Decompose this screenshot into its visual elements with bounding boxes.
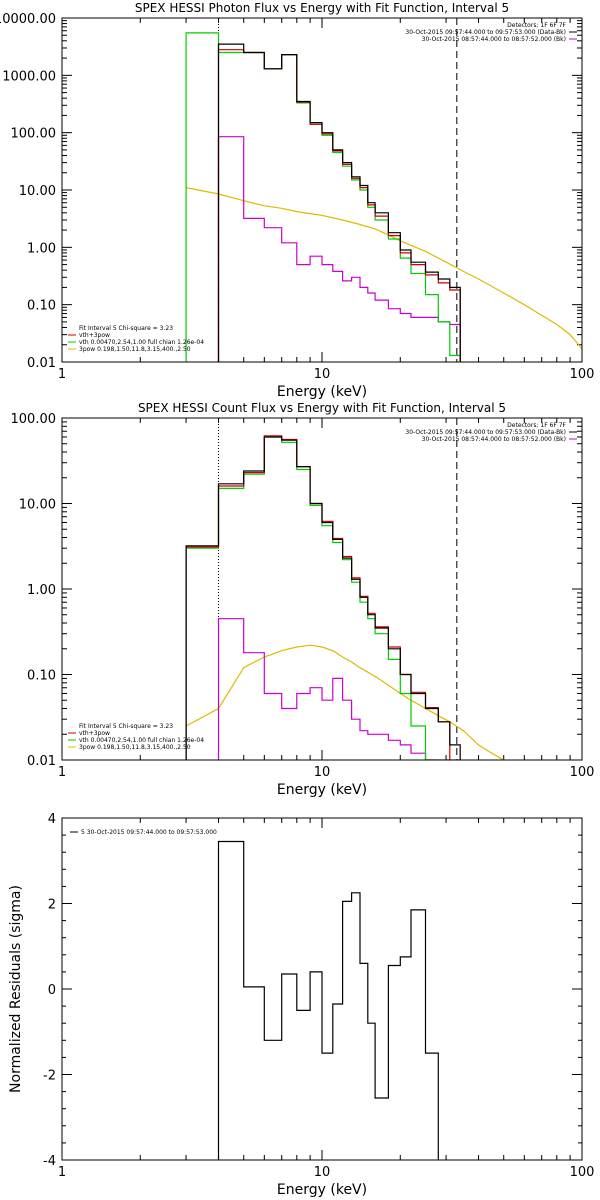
y-tick-label: 0: [48, 983, 56, 998]
legend-entry: Fit Interval 5 Chi-square = 3.23: [79, 723, 173, 730]
y-axis-label: Normalized Residuals (sigma): [8, 885, 24, 1093]
plot-frame: [61, 417, 583, 761]
chart-panel-2: SPEX HESSI Count Flux vs Energy with Fit…: [11, 401, 595, 798]
y-tick-label: 10000.00: [0, 12, 56, 27]
series-data-bk: [185, 436, 461, 760]
legend-entry: vth 0.00470,2.54,1.00 full chian 1.26e-0…: [79, 339, 204, 346]
legend-entry: Fit Interval 5 Chi-square = 3.23: [79, 325, 173, 332]
chart-panel-3: 1 10 100 -4 -2 0 2 4 Energy (keV) Normalized Resi…: [8, 812, 594, 1198]
y-tick-label: 1.00: [27, 583, 56, 598]
x-axis-label: Energy (keV): [277, 384, 367, 400]
series-vth-3pow: [217, 49, 461, 362]
x-tick-label: 100: [570, 1165, 595, 1180]
x-tick-label: 1: [58, 765, 66, 780]
y-tick-label: 10.00: [19, 498, 56, 513]
x-axis-label: Energy (keV): [277, 782, 367, 798]
x-tick-label: 10: [314, 765, 331, 780]
x-tick-label: 100: [570, 367, 595, 382]
series-5: [217, 840, 439, 1160]
y-tick-label: 100.00: [11, 412, 57, 427]
series-3pow: [185, 644, 504, 760]
plot-frame: [61, 817, 583, 1161]
legend-entry: 3pow 0.198,1.50,11.8,3.15,400.,2.50: [79, 346, 191, 353]
plot-frame: [61, 17, 583, 363]
series-vth-3pow: [185, 435, 451, 760]
y-tick-label: 4: [48, 812, 56, 827]
x-tick-label: 1: [58, 1165, 66, 1180]
y-tick-label: 0.01: [27, 754, 56, 769]
y-tick-label: 10.00: [19, 184, 56, 199]
y-tick-label: -2: [43, 1069, 56, 1084]
series-bk: [217, 618, 461, 760]
plot-area: [217, 840, 439, 1160]
y-tick-label: -4: [43, 1154, 56, 1169]
plot-area: [185, 18, 582, 362]
legend-entry: 30-Oct-2015 09:57:44.000 to 09:57:53.000…: [405, 429, 566, 436]
y-tick-label: 0.10: [27, 669, 56, 684]
y-tick-label: 100.00: [11, 127, 57, 142]
x-tick-label: 1: [58, 367, 66, 382]
chart-panel-1: SPEX HESSI Photon Flux vs Energy with Fi…: [0, 1, 594, 400]
legend-entry: 30-Oct-2015 09:57:44.000 to 09:57:53.000…: [405, 29, 566, 36]
series-bk: [217, 136, 461, 362]
x-tick-label: 10: [314, 367, 331, 382]
chart-title: SPEX HESSI Count Flux vs Energy with Fit…: [138, 401, 506, 415]
x-axis-label: Energy (keV): [277, 1182, 367, 1198]
legend-entry: vth+3pow: [79, 332, 110, 339]
x-tick-label: 10: [314, 1165, 331, 1180]
legend-entry: vth 0.00470,2.54,1.00 full chian 1.26e-0…: [79, 737, 204, 744]
series-data-bk: [217, 43, 461, 362]
legend-entry: 30-Oct-2015 08:57:44.000 to 08:57:52.000…: [422, 436, 566, 443]
x-tick-label: 100: [570, 765, 595, 780]
y-tick-label: 0.10: [27, 299, 56, 314]
series-3pow: [185, 187, 582, 350]
chart-title: SPEX HESSI Photon Flux vs Energy with Fi…: [135, 1, 509, 15]
y-tick-label: 0.01: [27, 356, 56, 371]
plot-area: [185, 418, 504, 760]
y-tick-label: 2: [48, 898, 56, 913]
legend-entry: Detectors: 1F 6F 7F: [507, 422, 566, 429]
legend-entry: 5 30-Oct-2015 09:57:44.000 to 09:57:53.0…: [81, 829, 217, 836]
legend-entry: vth+3pow: [79, 730, 110, 737]
legend-entry: Detectors: 1F 6F 7F: [507, 22, 566, 29]
legend-entry: 30-Oct-2015 08:57:44.000 to 08:57:52.000…: [422, 36, 566, 43]
legend-entry: 3pow 0.198,1.50,11.8,3.15,400.,2.50: [79, 744, 191, 751]
series-vth: [185, 32, 461, 362]
y-tick-label: 1000.00: [2, 69, 56, 84]
y-tick-label: 1.00: [27, 241, 56, 256]
